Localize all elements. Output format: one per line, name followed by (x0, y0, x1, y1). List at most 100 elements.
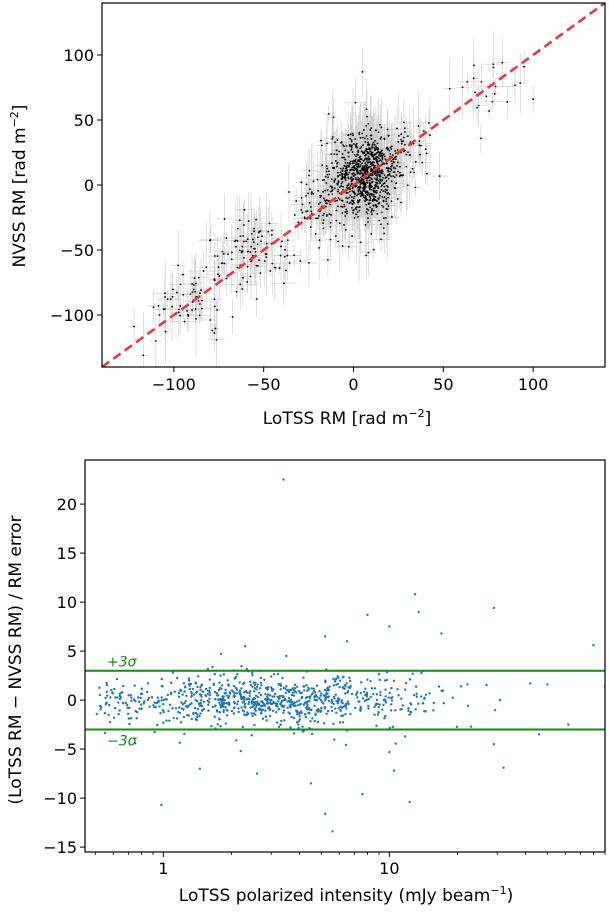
data-point (424, 148, 427, 151)
data-point (341, 153, 344, 155)
data-point (359, 164, 362, 166)
data-point (376, 171, 379, 174)
data-point (355, 213, 358, 216)
data-point (216, 255, 219, 258)
data-point (201, 299, 203, 302)
data-point (341, 245, 344, 247)
data-point (105, 690, 109, 694)
data-point (337, 181, 340, 184)
data-point (351, 162, 354, 165)
data-point (172, 716, 175, 720)
data-point (179, 283, 182, 286)
data-point (346, 700, 350, 703)
y-tick-label: −5 (53, 740, 77, 759)
data-point (343, 156, 345, 159)
data-point (360, 146, 363, 148)
y-tick-label: 50 (74, 111, 94, 130)
outlier-point (417, 610, 421, 614)
data-point (243, 240, 245, 243)
data-point (348, 202, 351, 205)
data-point (172, 288, 174, 291)
data-point (315, 217, 318, 220)
data-point (359, 169, 361, 172)
data-point (288, 191, 290, 193)
data-point (355, 145, 358, 148)
data-point (185, 694, 188, 698)
data-point (369, 134, 372, 137)
data-point (356, 169, 358, 172)
data-point (323, 178, 326, 181)
data-point (133, 325, 135, 328)
data-point (381, 196, 384, 198)
data-point (126, 706, 129, 709)
data-point (192, 693, 196, 696)
data-point (387, 167, 389, 170)
data-point (240, 706, 243, 709)
data-point (158, 705, 161, 708)
data-point (345, 196, 348, 199)
data-point (271, 262, 274, 265)
data-point (307, 686, 310, 690)
outlier-point (537, 733, 541, 736)
data-point (277, 700, 280, 703)
data-point (220, 262, 223, 265)
data-point (130, 699, 133, 703)
data-point (359, 173, 361, 176)
data-point (378, 173, 381, 176)
data-point (322, 222, 324, 225)
data-point (323, 699, 327, 702)
data-point (316, 709, 319, 712)
data-point (349, 194, 352, 197)
data-point (349, 162, 352, 165)
data-point (337, 175, 339, 178)
data-point (316, 720, 320, 724)
data-point (287, 711, 290, 714)
data-point (182, 715, 186, 719)
data-point (390, 687, 393, 690)
data-point (341, 175, 343, 177)
data-point (241, 288, 244, 290)
data-point (344, 174, 346, 176)
data-point (360, 168, 363, 170)
data-point (361, 136, 364, 139)
data-point (213, 672, 216, 676)
data-point (368, 159, 370, 161)
data-point (253, 683, 257, 687)
data-point (379, 693, 382, 697)
data-point (283, 255, 286, 258)
data-point (370, 233, 373, 235)
data-point (419, 144, 422, 147)
data-point (190, 717, 193, 721)
data-point (418, 140, 421, 142)
data-point (480, 137, 482, 140)
data-point (333, 680, 337, 683)
data-point (332, 722, 335, 725)
data-point (295, 200, 298, 202)
data-point (213, 690, 217, 694)
data-point (395, 174, 398, 176)
data-point (357, 190, 360, 193)
data-point (371, 181, 373, 184)
data-point (103, 712, 107, 715)
data-point (385, 180, 388, 182)
y-tick-label: −10 (43, 789, 77, 808)
data-point (264, 253, 267, 255)
data-point (407, 709, 410, 713)
data-point (125, 703, 129, 707)
data-point (105, 681, 108, 684)
data-point (283, 282, 285, 285)
data-point (385, 198, 388, 200)
data-point (373, 164, 376, 167)
data-point (183, 320, 186, 323)
data-point (415, 695, 419, 698)
data-point (374, 157, 377, 159)
data-point (171, 707, 174, 710)
data-point (372, 692, 375, 696)
data-point (309, 206, 312, 208)
outlier-point (198, 767, 202, 770)
data-point (355, 178, 358, 181)
data-point (361, 166, 364, 169)
data-point (190, 692, 193, 695)
data-point (382, 199, 385, 202)
data-point (253, 247, 256, 250)
